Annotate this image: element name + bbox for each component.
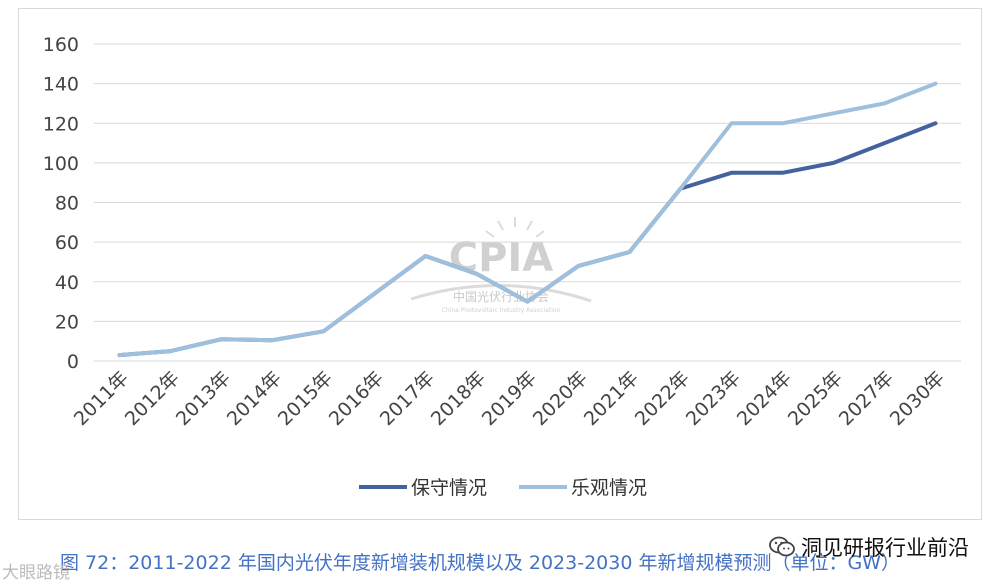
x-tick-label: 2015年: [274, 367, 337, 430]
y-tick-label: 0: [67, 351, 79, 373]
watermark-logo: CPIA: [449, 235, 554, 281]
x-tick-label: 2020年: [529, 367, 592, 430]
y-tick-label: 100: [43, 153, 79, 175]
x-tick-label: 2023年: [682, 367, 745, 430]
x-tick-label: 2014年: [223, 367, 286, 430]
x-tick-label: 2016年: [325, 367, 388, 430]
cpia-watermark: CPIA 中国光伏行业协会 China Photovoltaic Industr…: [410, 217, 592, 314]
x-tick-label: 2027年: [835, 367, 898, 430]
legend: 保守情况 乐观情况: [359, 477, 647, 499]
figure-caption: 图 72：2011-2022 年国内光伏年度新增装机规模以及 2023-2030…: [60, 552, 900, 574]
x-tick-label: 2012年: [121, 367, 184, 430]
y-tick-label: 20: [55, 311, 79, 333]
x-axis-ticks: 2011年2012年2013年2014年2015年2016年2017年2018年…: [70, 367, 949, 430]
y-tick-label: 60: [55, 232, 79, 254]
x-tick-label: 2017年: [376, 367, 439, 430]
wechat-account-name: 洞见研报行业前沿: [801, 536, 969, 560]
y-tick-label: 120: [43, 113, 79, 135]
watermark-name-en: China Photovoltaic Industry Association: [442, 307, 561, 314]
x-tick-label: 2024年: [733, 367, 796, 430]
x-tick-label: 2025年: [784, 367, 847, 430]
y-axis-ticks: 0 20 40 60 80 100 120 140 160: [43, 34, 79, 373]
y-tick-label: 160: [43, 34, 79, 56]
series-line-1: [117, 81, 938, 358]
legend-label-1: 乐观情况: [571, 477, 647, 499]
series-lines: [117, 81, 938, 358]
x-tick-label: 2011年: [70, 367, 133, 430]
x-tick-label: 2021年: [580, 367, 643, 430]
x-tick-label: 2019年: [478, 367, 541, 430]
x-tick-label: 2013年: [172, 367, 235, 430]
legend-label-0: 保守情况: [411, 477, 487, 499]
corner-watermark: 大眼路镜: [2, 563, 70, 583]
y-tick-label: 140: [43, 74, 79, 96]
x-tick-label: 2022年: [631, 367, 694, 430]
sun-rays-icon: [485, 217, 545, 238]
y-tick-label: 80: [55, 193, 79, 215]
wechat-account-tag: 洞见研报行业前沿: [769, 532, 969, 562]
grid-lines: [94, 43, 961, 362]
wechat-icon: [769, 536, 795, 558]
line-chart: CPIA 中国光伏行业协会 China Photovoltaic Industr…: [43, 34, 961, 499]
chart-frame: CPIA 中国光伏行业协会 China Photovoltaic Industr…: [18, 8, 982, 520]
x-tick-label: 2018年: [427, 367, 490, 430]
x-tick-label: 2030年: [886, 367, 949, 430]
y-tick-label: 40: [55, 272, 79, 294]
